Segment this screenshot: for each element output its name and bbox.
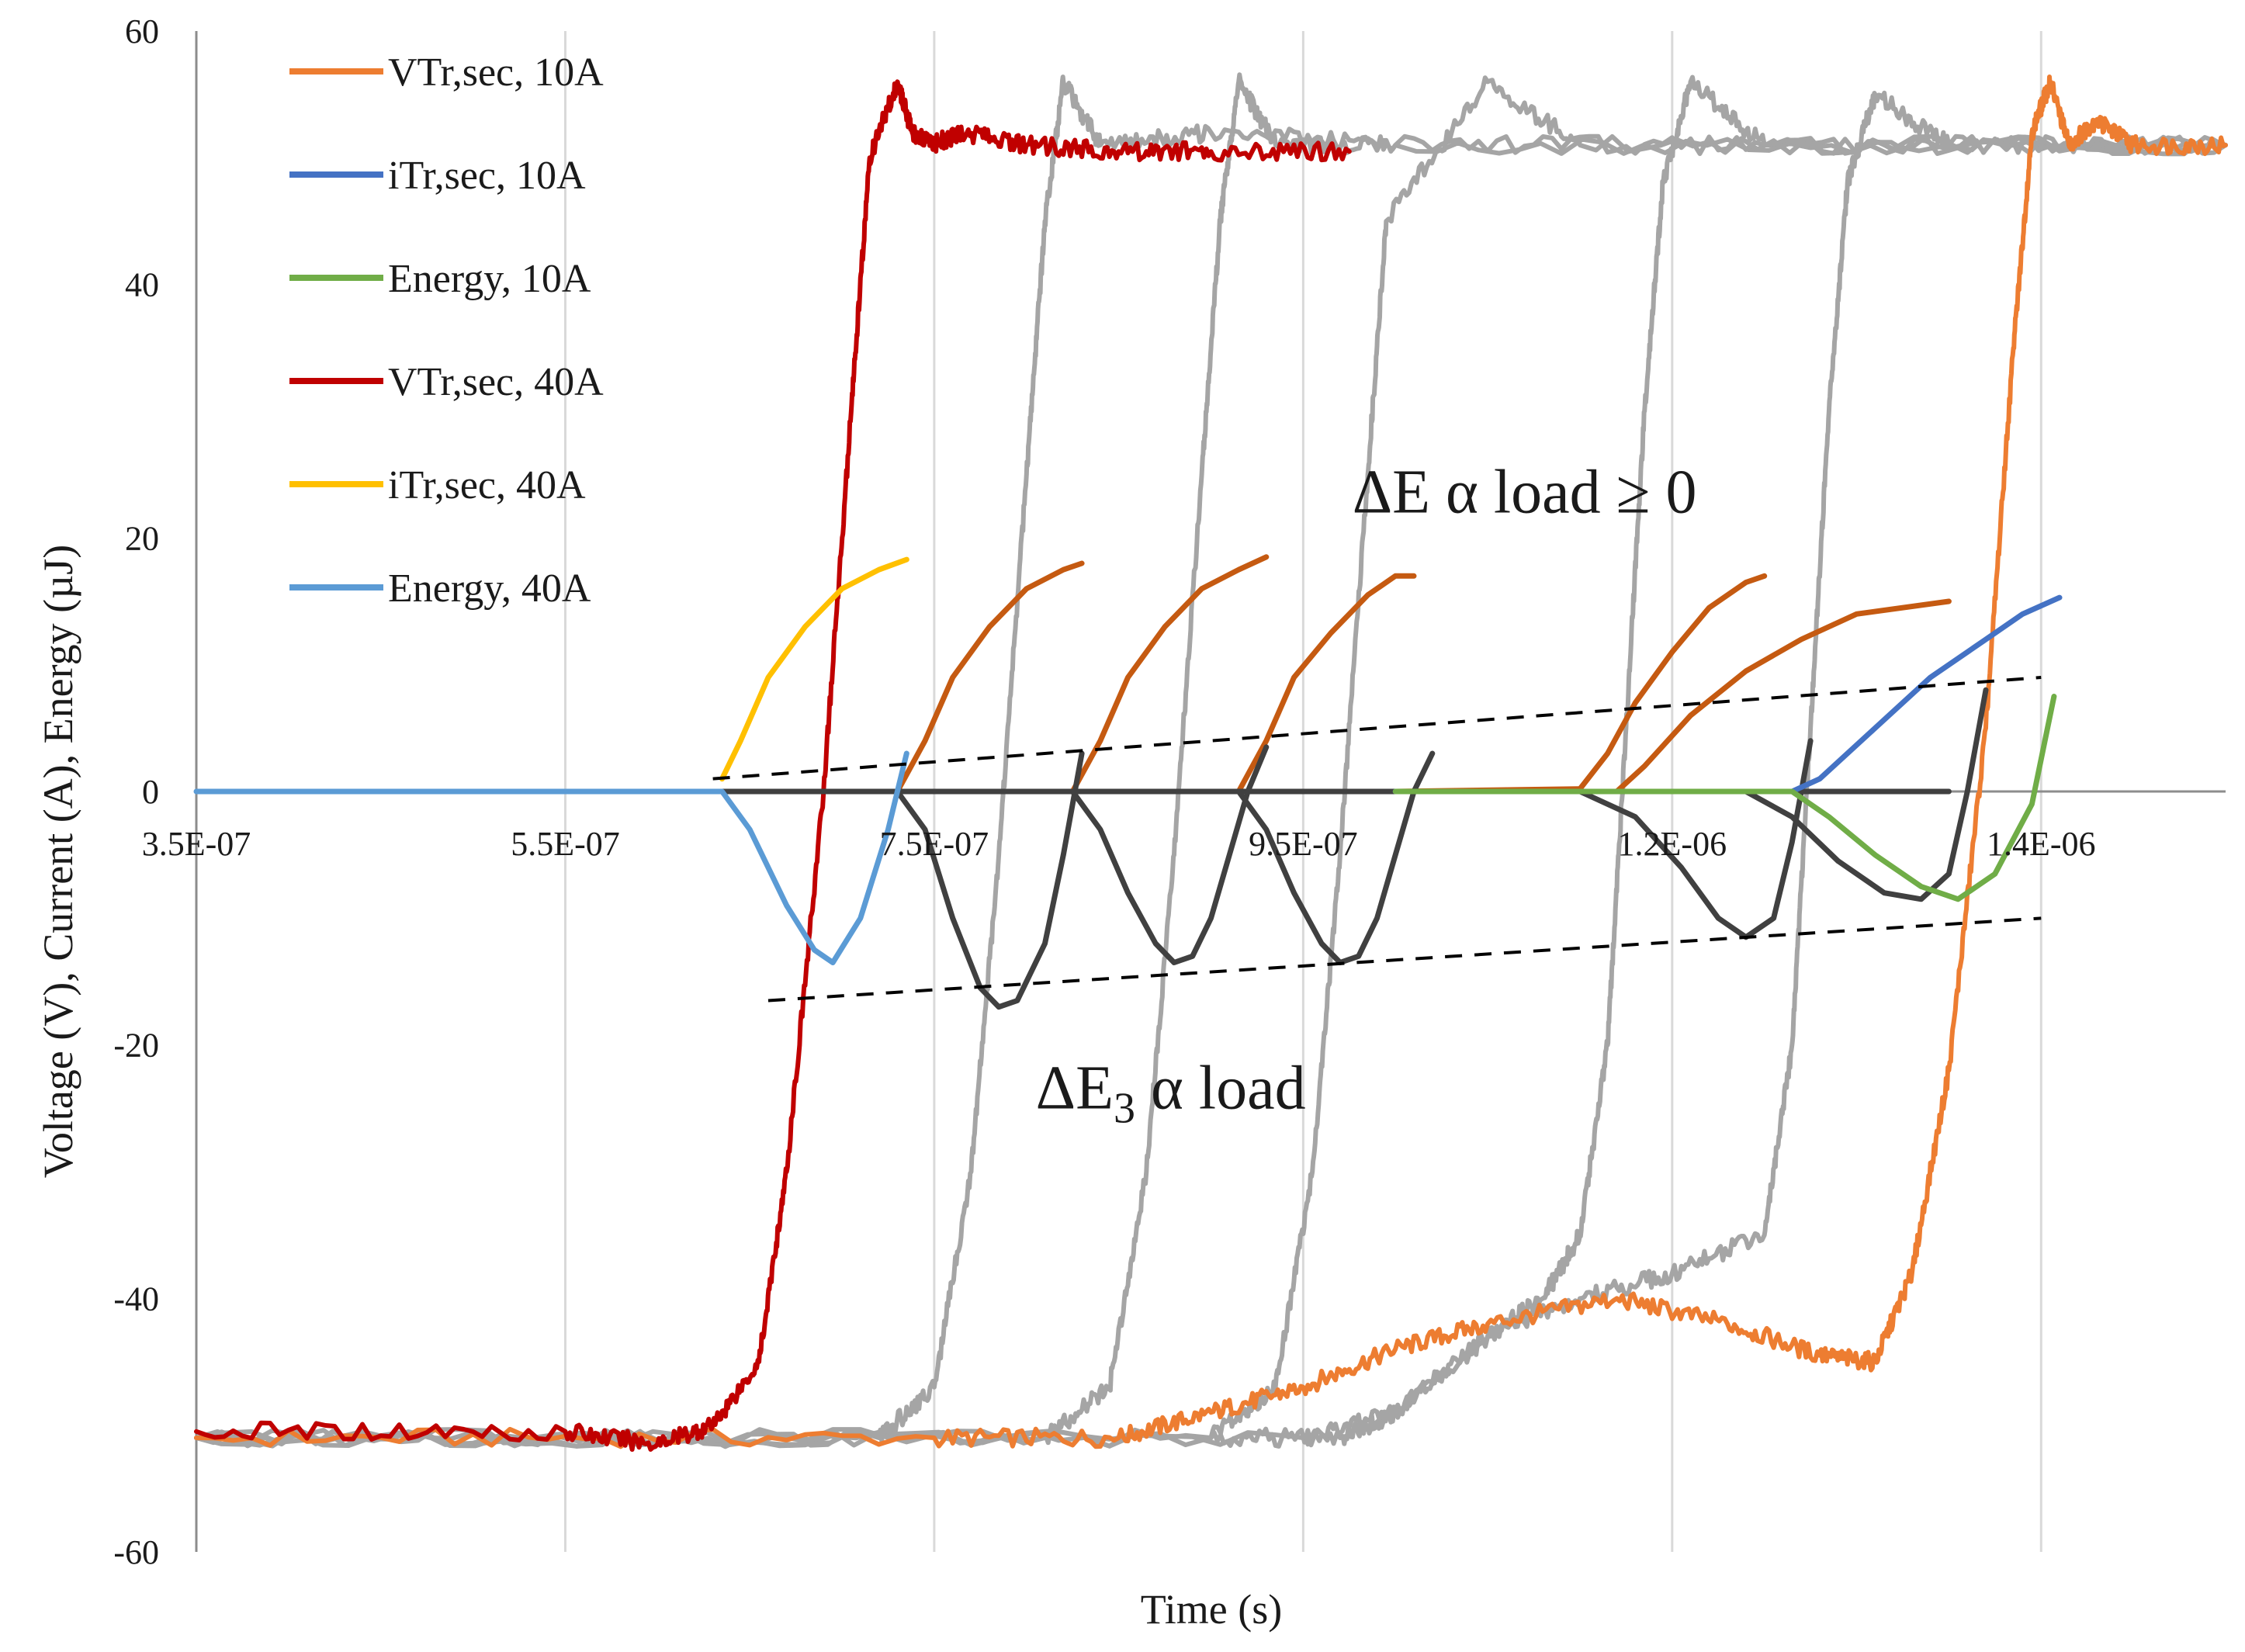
series-line-itr-sec-20a (1235, 573, 1417, 795)
series-line-itr-sec-25a (1069, 554, 1270, 795)
lower-trend (767, 916, 2042, 1003)
upper-trend (712, 676, 2042, 781)
y-tick-label: 0 (142, 773, 159, 811)
series-line-itr-sec-30a (894, 560, 1085, 795)
series-line-energy-30a (719, 750, 1085, 1010)
series-line-itr-sec-15a (1392, 573, 1768, 795)
series-line-vtr-sec-10a (194, 74, 2228, 1449)
y-tick-label: 20 (125, 519, 159, 557)
series-line-energy-40a (193, 750, 909, 965)
y-axis-title: Voltage (V), Current (A), Energy (µJ) (35, 545, 81, 1178)
legend-label: iTr,sec, 10A (388, 154, 586, 198)
y-tick-label: -20 (113, 1027, 159, 1065)
series-group (193, 72, 2228, 1452)
delta-e3-annotation-main: ΔE (1036, 1054, 1114, 1122)
legend-label: Energy, 10A (388, 257, 591, 301)
series-line-energy-10a (1392, 694, 2057, 902)
series-line-vtr-sec-25a (194, 72, 2228, 1449)
series-line-energy-25a (1069, 744, 1270, 965)
x-tick-label: 1.2E-06 (1618, 825, 1727, 863)
series-line-energy-20a (1235, 750, 1436, 965)
delta-e3-annotation: ΔE3 α load (1036, 1054, 1306, 1132)
delta-e3-annotation-subscript: 3 (1114, 1084, 1135, 1132)
series-line-energy-12a (1577, 687, 1989, 902)
series-line-itr-sec-40a (719, 556, 909, 782)
y-tick-label: -60 (113, 1533, 159, 1571)
trend-lines (712, 676, 2042, 1003)
legend-label: VTr,sec, 10A (388, 50, 604, 95)
x-tick-label: 3.5E-07 (142, 825, 251, 863)
legend: VTr,sec, 10A iTr,sec, 10A Energy, 10A VTr,s… (289, 50, 604, 611)
x-tick-label: 9.5E-07 (1249, 825, 1358, 863)
legend-label: Energy, 40A (388, 566, 591, 611)
delta-e-annotation: ΔE α load ≥ 0 (1353, 459, 1697, 527)
series-line-vtr-sec-12a (194, 90, 2228, 1448)
x-tick-label: 5.5E-07 (511, 825, 620, 863)
x-axis-title: Time (s) (1141, 1586, 1283, 1633)
series-line-vtr-sec-40a (194, 79, 1352, 1452)
series-line-vtr-sec-30a (194, 75, 2228, 1449)
series-line-vtr-sec-15a (194, 74, 2228, 1449)
y-tick-label: 40 (125, 266, 159, 304)
series-line-energy-15a (1392, 738, 1814, 940)
delta-e3-annotation-rest: α load (1135, 1054, 1306, 1122)
legend-label: iTr,sec, 40A (388, 463, 586, 507)
y-tick-label: -40 (113, 1280, 159, 1318)
x-tick-label: 1.4E-06 (1987, 825, 2096, 863)
y-tick-label: 60 (125, 12, 159, 50)
series-line-itr-sec-12a (1577, 598, 1952, 795)
legend-label: VTr,sec, 40A (388, 360, 604, 404)
tick-labels: 3.5E-07 5.5E-07 7.5E-07 9.5E-07 1.2E-06 1.4E-… (113, 12, 2095, 1571)
x-tick-label: 7.5E-07 (880, 825, 989, 863)
